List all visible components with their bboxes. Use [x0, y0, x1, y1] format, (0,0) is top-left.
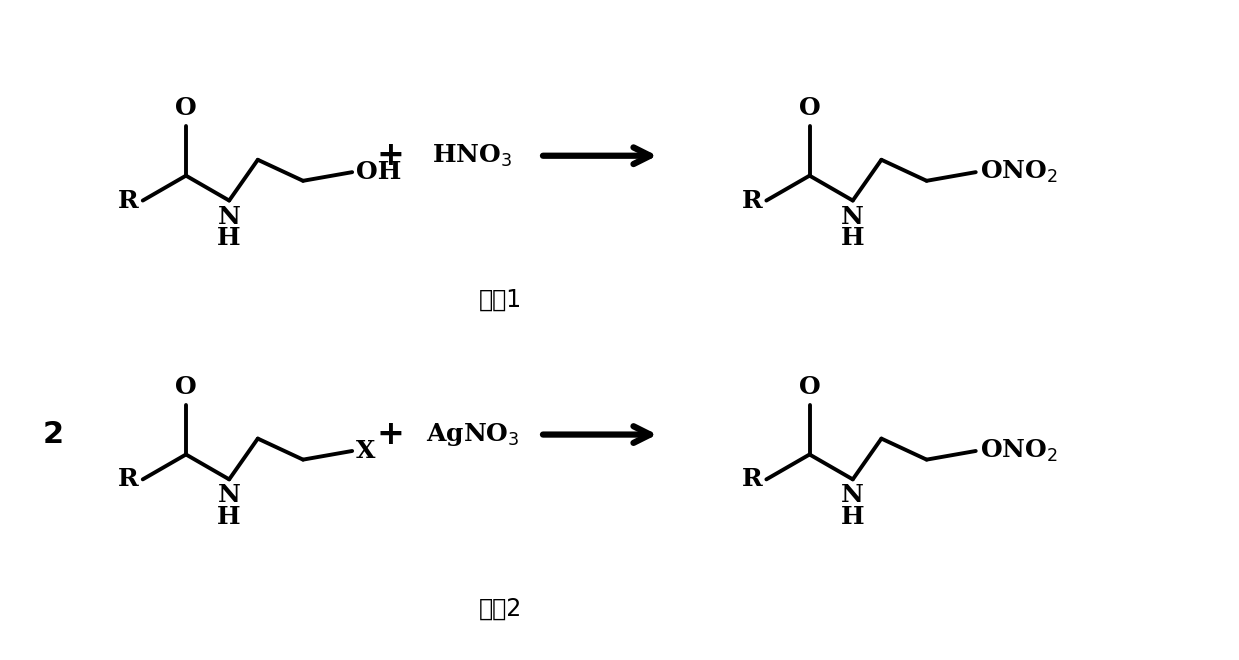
Text: O: O [175, 96, 197, 120]
Text: +: + [377, 139, 404, 172]
Text: 路线1: 路线1 [478, 288, 522, 312]
Text: R: R [118, 189, 139, 213]
Text: +: + [377, 418, 404, 451]
Text: X: X [356, 439, 375, 463]
Text: O: O [175, 375, 197, 399]
Text: 2: 2 [42, 420, 64, 449]
Text: H: H [217, 506, 242, 529]
Text: R: R [742, 189, 762, 213]
Text: H: H [217, 226, 242, 250]
Text: AgNO$_3$: AgNO$_3$ [425, 421, 519, 448]
Text: H: H [841, 506, 865, 529]
Text: ONO$_2$: ONO$_2$ [980, 159, 1058, 185]
Text: HNO$_3$: HNO$_3$ [432, 143, 513, 169]
Text: 路线2: 路线2 [478, 597, 522, 621]
Text: N: N [841, 483, 865, 508]
Text: N: N [218, 483, 240, 508]
Text: R: R [118, 467, 139, 491]
Text: N: N [841, 205, 865, 228]
Text: H: H [841, 226, 865, 250]
Text: R: R [742, 467, 762, 491]
Text: O: O [799, 96, 820, 120]
Text: N: N [218, 205, 240, 228]
Text: ONO$_2$: ONO$_2$ [980, 438, 1058, 464]
Text: OH: OH [356, 160, 401, 184]
Text: O: O [799, 375, 820, 399]
